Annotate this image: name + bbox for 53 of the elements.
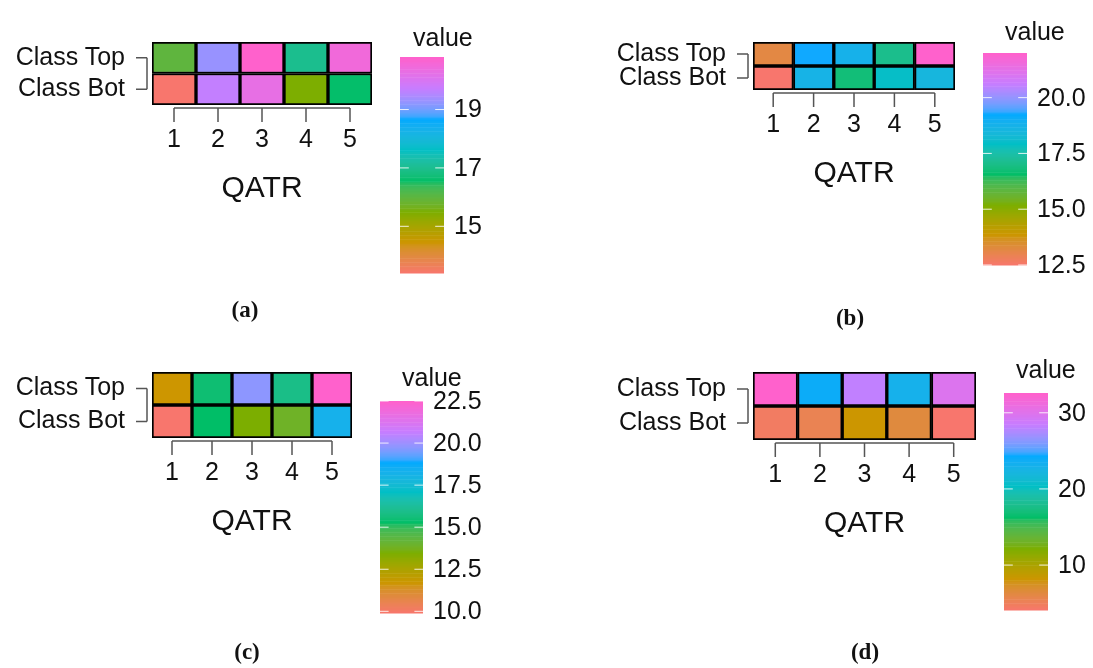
y-tick-label: Class Bot: [619, 406, 727, 435]
x-tick-label: 1: [768, 458, 783, 487]
color-bar-label: 10: [1058, 549, 1086, 578]
y-tick-label: Class Top: [616, 37, 726, 66]
x-tick-label: 4: [299, 123, 314, 152]
x-tick-label: 5: [343, 123, 357, 152]
x-tick-label: 3: [857, 458, 872, 487]
y-tick-label: Class Bot: [18, 73, 126, 102]
x-tick-label: 4: [285, 456, 300, 485]
color-bar-label: 30: [1058, 397, 1086, 426]
color-bar-label: 20.0: [1037, 82, 1086, 111]
x-tick-label: 5: [927, 108, 942, 137]
x-tick-label: 2: [806, 108, 821, 137]
x-tick-label: 5: [946, 458, 961, 487]
x-tick-label: 4: [902, 458, 917, 487]
y-tick-label: Class Top: [15, 372, 125, 401]
color-bar-label: 20.0: [433, 427, 482, 456]
color-bar-title: value: [413, 23, 473, 51]
x-axis-title: QATR: [823, 505, 906, 539]
text: (d): [850, 639, 880, 665]
color-bar-label: 15: [454, 211, 482, 240]
color-bar-label: 15.0: [433, 512, 482, 541]
x-tick-label: 3: [255, 123, 269, 152]
color-bar-label: 19: [454, 94, 482, 123]
y-tick-label: Class Bot: [18, 405, 126, 434]
x-tick-label: 2: [205, 456, 219, 485]
color-bar-label: 12.5: [1037, 249, 1086, 278]
y-tick-label: Class Top: [616, 372, 726, 401]
color-bar-label: 17.5: [1037, 138, 1086, 167]
x-tick-label: 5: [325, 456, 339, 485]
x-tick-label: 2: [211, 123, 225, 152]
x-tick-label: 1: [165, 456, 179, 485]
x-axis-title: QATR: [813, 155, 895, 189]
x-tick-label: 2: [812, 458, 827, 487]
x-tick-label: 1: [167, 123, 181, 152]
text: (a): [231, 297, 259, 323]
text: (c): [234, 639, 260, 665]
x-tick-label: 4: [887, 108, 902, 137]
color-bar-label: 17.5: [433, 470, 482, 499]
color-bar-label: 15.0: [1037, 194, 1086, 223]
text: (b): [835, 305, 865, 331]
color-bar-label: 12.5: [433, 554, 482, 583]
color-bar-title: value: [1005, 17, 1065, 45]
x-tick-label: 3: [847, 108, 861, 137]
color-bar-title: value: [1016, 355, 1076, 383]
color-bar-label: 20: [1058, 473, 1086, 502]
color-bar-label: 17: [454, 152, 482, 181]
x-axis-title: QATR: [211, 503, 293, 537]
color-bar-label: 10.0: [433, 596, 482, 625]
x-tick-label: 1: [766, 108, 781, 137]
y-tick-label: Class Top: [15, 41, 125, 70]
x-axis-title: QATR: [221, 170, 303, 204]
x-tick-label: 3: [245, 456, 259, 485]
